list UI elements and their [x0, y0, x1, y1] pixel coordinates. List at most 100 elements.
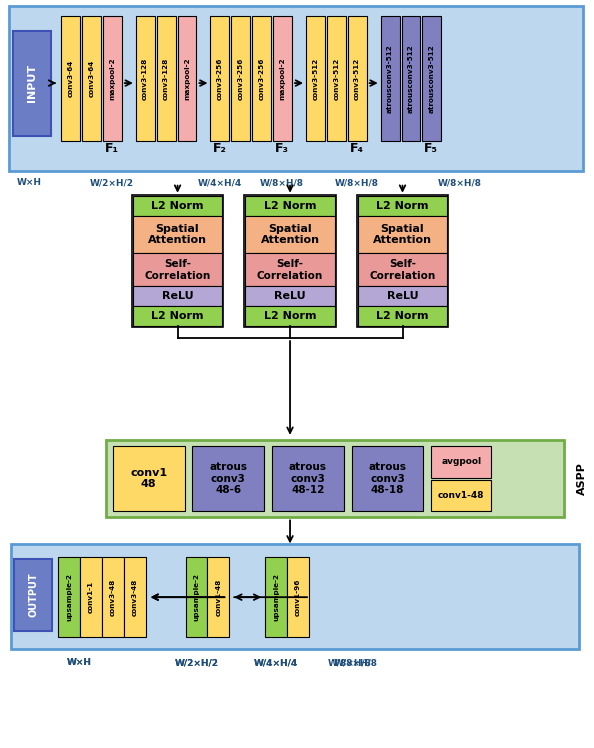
- Bar: [133, 306, 222, 326]
- Bar: [207, 557, 229, 637]
- Bar: [210, 16, 229, 141]
- Text: conv3-128: conv3-128: [142, 58, 148, 99]
- Text: W×H: W×H: [67, 658, 91, 667]
- Bar: [157, 16, 176, 141]
- Text: W/4×H/4: W/4×H/4: [254, 658, 298, 667]
- Bar: [133, 254, 222, 286]
- Bar: [103, 16, 122, 141]
- Bar: [352, 446, 424, 512]
- Text: atrousconv3-512: atrousconv3-512: [429, 44, 435, 113]
- Text: conv1-96: conv1-96: [295, 578, 301, 616]
- Bar: [245, 286, 335, 306]
- Text: maxpool-2: maxpool-2: [109, 58, 115, 100]
- Bar: [178, 16, 197, 141]
- Bar: [357, 194, 448, 327]
- Bar: [431, 479, 491, 512]
- Bar: [327, 16, 346, 141]
- Bar: [287, 557, 309, 637]
- Bar: [185, 557, 207, 637]
- Text: W/8×H/8: W/8×H/8: [335, 178, 379, 187]
- Bar: [273, 16, 292, 141]
- Text: atrous
conv3
48-6: atrous conv3 48-6: [209, 462, 247, 495]
- Text: L2 Norm: L2 Norm: [151, 200, 204, 211]
- Bar: [106, 440, 564, 518]
- Text: INPUT: INPUT: [27, 64, 37, 102]
- Text: OUTPUT: OUTPUT: [29, 573, 38, 618]
- Text: W/4×H/4: W/4×H/4: [197, 178, 242, 187]
- Bar: [102, 557, 124, 637]
- Text: conv3-48: conv3-48: [132, 578, 138, 616]
- Text: conv1-48: conv1-48: [438, 491, 485, 500]
- Text: L2 Norm: L2 Norm: [264, 311, 316, 321]
- Bar: [113, 446, 185, 512]
- Text: W/8×H/8: W/8×H/8: [328, 658, 372, 667]
- Bar: [245, 254, 335, 286]
- Bar: [431, 446, 491, 478]
- Text: conv3-128: conv3-128: [163, 58, 169, 99]
- Bar: [132, 194, 223, 327]
- Text: atrousconv3-512: atrousconv3-512: [408, 44, 414, 113]
- Text: ReLU: ReLU: [387, 291, 418, 301]
- Text: W/8×H/8: W/8×H/8: [334, 658, 378, 667]
- Bar: [80, 557, 102, 637]
- Bar: [272, 446, 344, 512]
- Bar: [358, 254, 447, 286]
- Text: W/8×H/8: W/8×H/8: [438, 178, 482, 187]
- Bar: [422, 16, 441, 141]
- Bar: [358, 215, 447, 254]
- Text: conv3-512: conv3-512: [312, 58, 318, 99]
- Bar: [358, 196, 447, 215]
- Text: W/8×H/8: W/8×H/8: [260, 178, 304, 187]
- Text: conv1
48: conv1 48: [130, 468, 168, 489]
- Text: conv1-1: conv1-1: [88, 581, 94, 613]
- Bar: [252, 16, 271, 141]
- Bar: [245, 215, 335, 254]
- Text: atrous
conv3
48-18: atrous conv3 48-18: [368, 462, 406, 495]
- Text: conv3-48: conv3-48: [110, 578, 116, 616]
- Text: ReLU: ReLU: [162, 291, 194, 301]
- Text: L2 Norm: L2 Norm: [151, 311, 204, 321]
- Text: upsample-2: upsample-2: [194, 573, 200, 621]
- Text: W/2×H/2: W/2×H/2: [90, 178, 134, 187]
- Text: W/2×H/2: W/2×H/2: [175, 658, 219, 667]
- Text: F₁: F₁: [105, 142, 119, 156]
- Text: conv3-512: conv3-512: [354, 58, 360, 99]
- Bar: [133, 215, 222, 254]
- Text: maxpool-2: maxpool-2: [280, 58, 286, 100]
- Bar: [58, 557, 80, 637]
- Text: W/2×H/2: W/2×H/2: [175, 658, 219, 667]
- Text: Spatial
Attention: Spatial Attention: [373, 224, 432, 245]
- Text: upsample-2: upsample-2: [66, 573, 72, 621]
- Bar: [245, 306, 335, 326]
- Text: ASPP: ASPP: [577, 462, 587, 495]
- Text: conv3-256: conv3-256: [217, 58, 223, 99]
- Bar: [402, 16, 421, 141]
- Text: W/4×H/4: W/4×H/4: [254, 658, 298, 667]
- Bar: [13, 31, 51, 136]
- Text: Self-
Correlation: Self- Correlation: [144, 259, 211, 280]
- Bar: [306, 16, 325, 141]
- Text: F₃: F₃: [275, 142, 289, 156]
- Bar: [124, 557, 146, 637]
- Bar: [61, 16, 80, 141]
- Text: conv3-256: conv3-256: [258, 58, 265, 99]
- Text: ReLU: ReLU: [274, 291, 306, 301]
- Text: L2 Norm: L2 Norm: [264, 200, 316, 211]
- Bar: [10, 7, 583, 171]
- Text: L2 Norm: L2 Norm: [376, 311, 429, 321]
- Bar: [245, 196, 335, 215]
- Bar: [231, 16, 250, 141]
- Text: maxpool-2: maxpool-2: [184, 58, 190, 100]
- Text: upsample-2: upsample-2: [273, 573, 279, 621]
- Bar: [358, 286, 447, 306]
- Text: Self-
Correlation: Self- Correlation: [369, 259, 435, 280]
- Text: F₅: F₅: [424, 142, 438, 156]
- Text: Spatial
Attention: Spatial Attention: [261, 224, 320, 245]
- Bar: [11, 545, 579, 649]
- Text: Spatial
Attention: Spatial Attention: [148, 224, 207, 245]
- Text: avgpool: avgpool: [441, 457, 481, 466]
- Bar: [14, 560, 52, 631]
- Text: conv3-256: conv3-256: [238, 58, 244, 99]
- Bar: [133, 196, 222, 215]
- Text: conv1-48: conv1-48: [216, 578, 222, 616]
